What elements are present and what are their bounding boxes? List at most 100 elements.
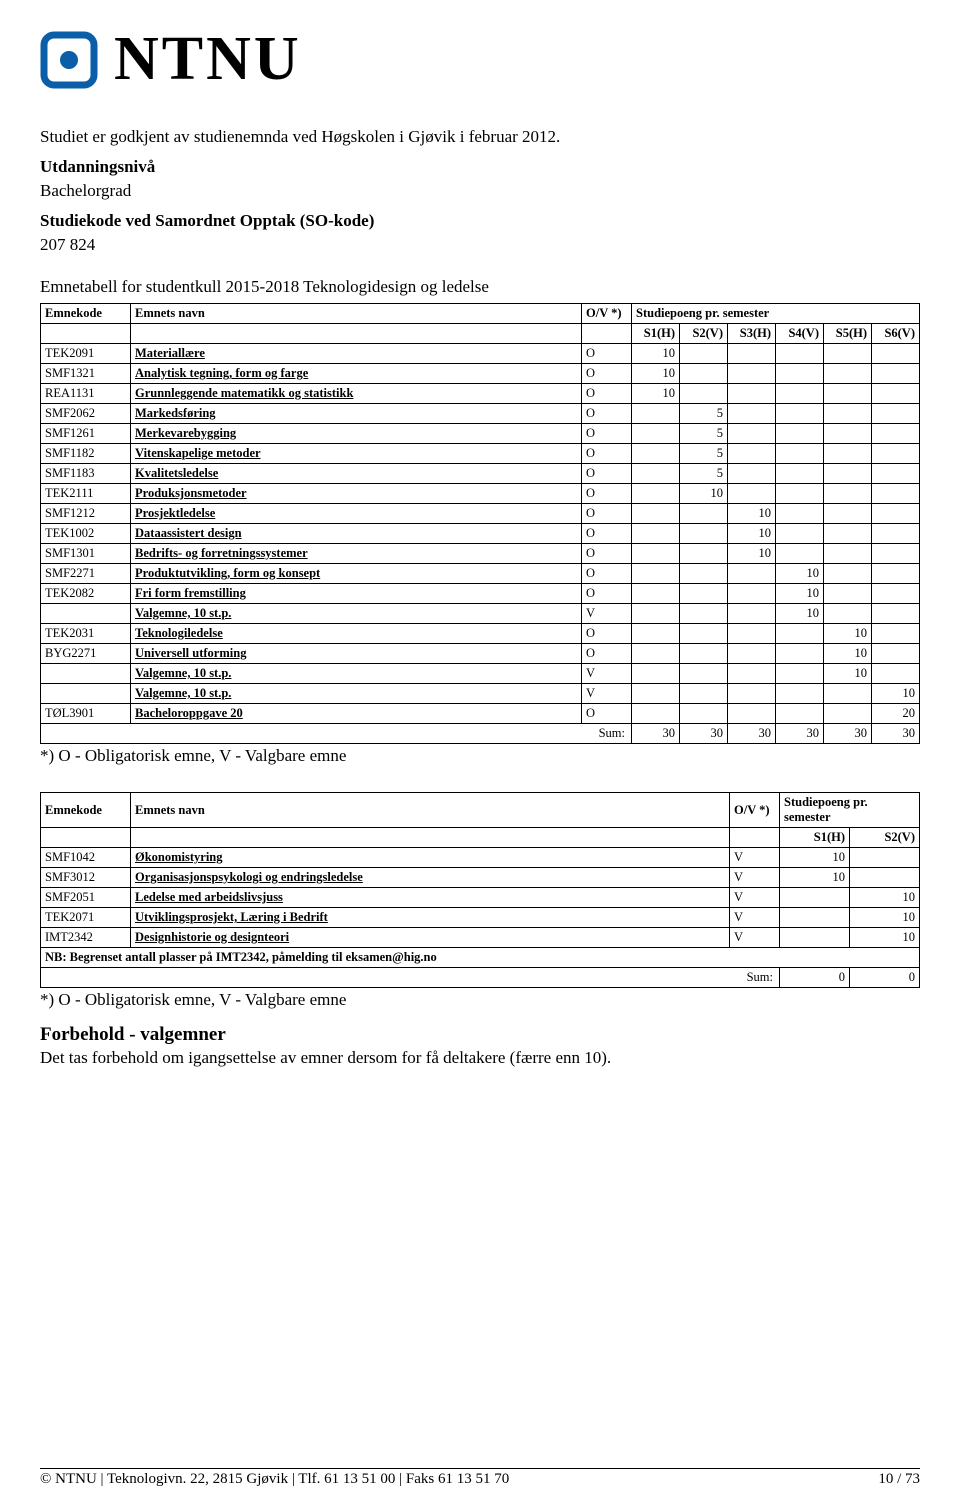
course-name[interactable]: Bedrifts- og forretningssystemer — [131, 544, 582, 564]
course-points — [632, 604, 680, 624]
course-points — [776, 404, 824, 424]
header-sp: Studiepoeng pr. semester — [632, 304, 920, 324]
course-code: SMF2051 — [41, 888, 131, 908]
course-code: REA1131 — [41, 384, 131, 404]
intro-line: Studiet er godkjent av studienemnda ved … — [40, 127, 920, 147]
course-code: TEK2071 — [41, 908, 131, 928]
course-points — [776, 704, 824, 724]
course-points — [824, 364, 872, 384]
course-ov: V — [730, 908, 780, 928]
course-code: SMF1301 — [41, 544, 131, 564]
table-row: BYG2271Universell utformingO10 — [41, 644, 920, 664]
course-name[interactable]: Valgemne, 10 st.p. — [131, 684, 582, 704]
course-points — [776, 524, 824, 544]
table-row: TEK2091MateriallæreO10 — [41, 344, 920, 364]
sum-s2: 30 — [680, 724, 728, 744]
course-points — [850, 848, 920, 868]
course-name[interactable]: Vitenskapelige metoder — [131, 444, 582, 464]
course-name[interactable]: Valgemne, 10 st.p. — [131, 664, 582, 684]
semester-header-row: S1(H) S2(V) S3(H) S4(V) S5(H) S6(V) — [41, 324, 920, 344]
course-ov: O — [582, 544, 632, 564]
course-points — [776, 364, 824, 384]
table-row: Valgemne, 10 st.p.V10 — [41, 684, 920, 704]
course-name[interactable]: Valgemne, 10 st.p. — [131, 604, 582, 624]
course-name[interactable]: Ledelse med arbeidslivsjuss — [131, 888, 730, 908]
course-points — [680, 344, 728, 364]
course-points — [632, 684, 680, 704]
table-row: TEK2071Utviklingsprosjekt, Læring i Bedr… — [41, 908, 920, 928]
course-points: 10 — [728, 524, 776, 544]
course-points — [728, 364, 776, 384]
sum-s6: 30 — [872, 724, 920, 744]
course-name[interactable]: Bacheloroppgave 20 — [131, 704, 582, 724]
course-points — [776, 624, 824, 644]
course-points: 10 — [850, 928, 920, 948]
sem-s6: S6(V) — [872, 324, 920, 344]
sem-s1: S1(H) — [780, 828, 850, 848]
course-points — [776, 444, 824, 464]
course-ov: O — [582, 404, 632, 424]
course-points — [728, 464, 776, 484]
course-name[interactable]: Økonomistyring — [131, 848, 730, 868]
course-points — [632, 704, 680, 724]
course-points — [872, 424, 920, 444]
course-points — [872, 664, 920, 684]
course-name[interactable]: Markedsføring — [131, 404, 582, 424]
course-name[interactable]: Fri form fremstilling — [131, 584, 582, 604]
course-ov: O — [582, 644, 632, 664]
sem-s2: S2(V) — [680, 324, 728, 344]
course-points — [728, 444, 776, 464]
course-name[interactable]: Produksjonsmetoder — [131, 484, 582, 504]
course-points — [632, 504, 680, 524]
forbehold-title: Forbehold - valgemner — [40, 1024, 920, 1046]
course-name[interactable]: Dataassistert design — [131, 524, 582, 544]
course-name[interactable]: Materiallære — [131, 344, 582, 364]
sum-s4: 30 — [776, 724, 824, 744]
course-name[interactable]: Kvalitetsledelse — [131, 464, 582, 484]
course-code: TØL3901 — [41, 704, 131, 724]
table-row: IMT2342Designhistorie og designteoriV10 — [41, 928, 920, 948]
course-points — [728, 684, 776, 704]
course-points — [728, 704, 776, 724]
course-ov: O — [582, 364, 632, 384]
course-name[interactable]: Utviklingsprosjekt, Læring i Bedrift — [131, 908, 730, 928]
course-points: 10 — [776, 604, 824, 624]
course-code: TEK2091 — [41, 344, 131, 364]
course-points: 10 — [824, 644, 872, 664]
sum-label: Sum: — [41, 724, 632, 744]
course-code: SMF2062 — [41, 404, 131, 424]
course-name[interactable]: Grunnleggende matematikk og statistikk — [131, 384, 582, 404]
table2-header-row: Emnekode Emnets navn O/V *) Studiepoeng … — [41, 793, 920, 828]
ntnu-logo-text: NTNU — [114, 24, 302, 95]
course-points — [824, 564, 872, 584]
course-points — [872, 444, 920, 464]
course-name[interactable]: Organisasjonspsykologi og endringsledels… — [131, 868, 730, 888]
course-ov: V — [730, 848, 780, 868]
course-points: 10 — [680, 484, 728, 504]
table2-note-row: NB: Begrenset antall plasser på IMT2342,… — [41, 948, 920, 968]
table-row: Valgemne, 10 st.p.V10 — [41, 604, 920, 624]
course-name[interactable]: Prosjektledelse — [131, 504, 582, 524]
course-ov: O — [582, 344, 632, 364]
sum-label: Sum: — [41, 968, 780, 988]
course-name[interactable]: Analytisk tegning, form og farge — [131, 364, 582, 384]
course-points: 10 — [850, 908, 920, 928]
course-name[interactable]: Teknologiledelse — [131, 624, 582, 644]
table-row: SMF2062MarkedsføringO5 — [41, 404, 920, 424]
course-code — [41, 684, 131, 704]
course-points — [776, 544, 824, 564]
course-name[interactable]: Designhistorie og designteori — [131, 928, 730, 948]
course-points — [872, 364, 920, 384]
course-points: 10 — [728, 504, 776, 524]
course-name[interactable]: Universell utforming — [131, 644, 582, 664]
course-points — [728, 424, 776, 444]
table-row: SMF1183KvalitetsledelseO5 — [41, 464, 920, 484]
course-name[interactable]: Merkevarebygging — [131, 424, 582, 444]
course-name[interactable]: Produktutvikling, form og konsept — [131, 564, 582, 584]
course-points — [728, 664, 776, 684]
course-points — [632, 484, 680, 504]
sum2-s2: 0 — [850, 968, 920, 988]
table-row: SMF3012Organisasjonspsykologi og endring… — [41, 868, 920, 888]
course-points — [680, 664, 728, 684]
course-points — [680, 644, 728, 664]
